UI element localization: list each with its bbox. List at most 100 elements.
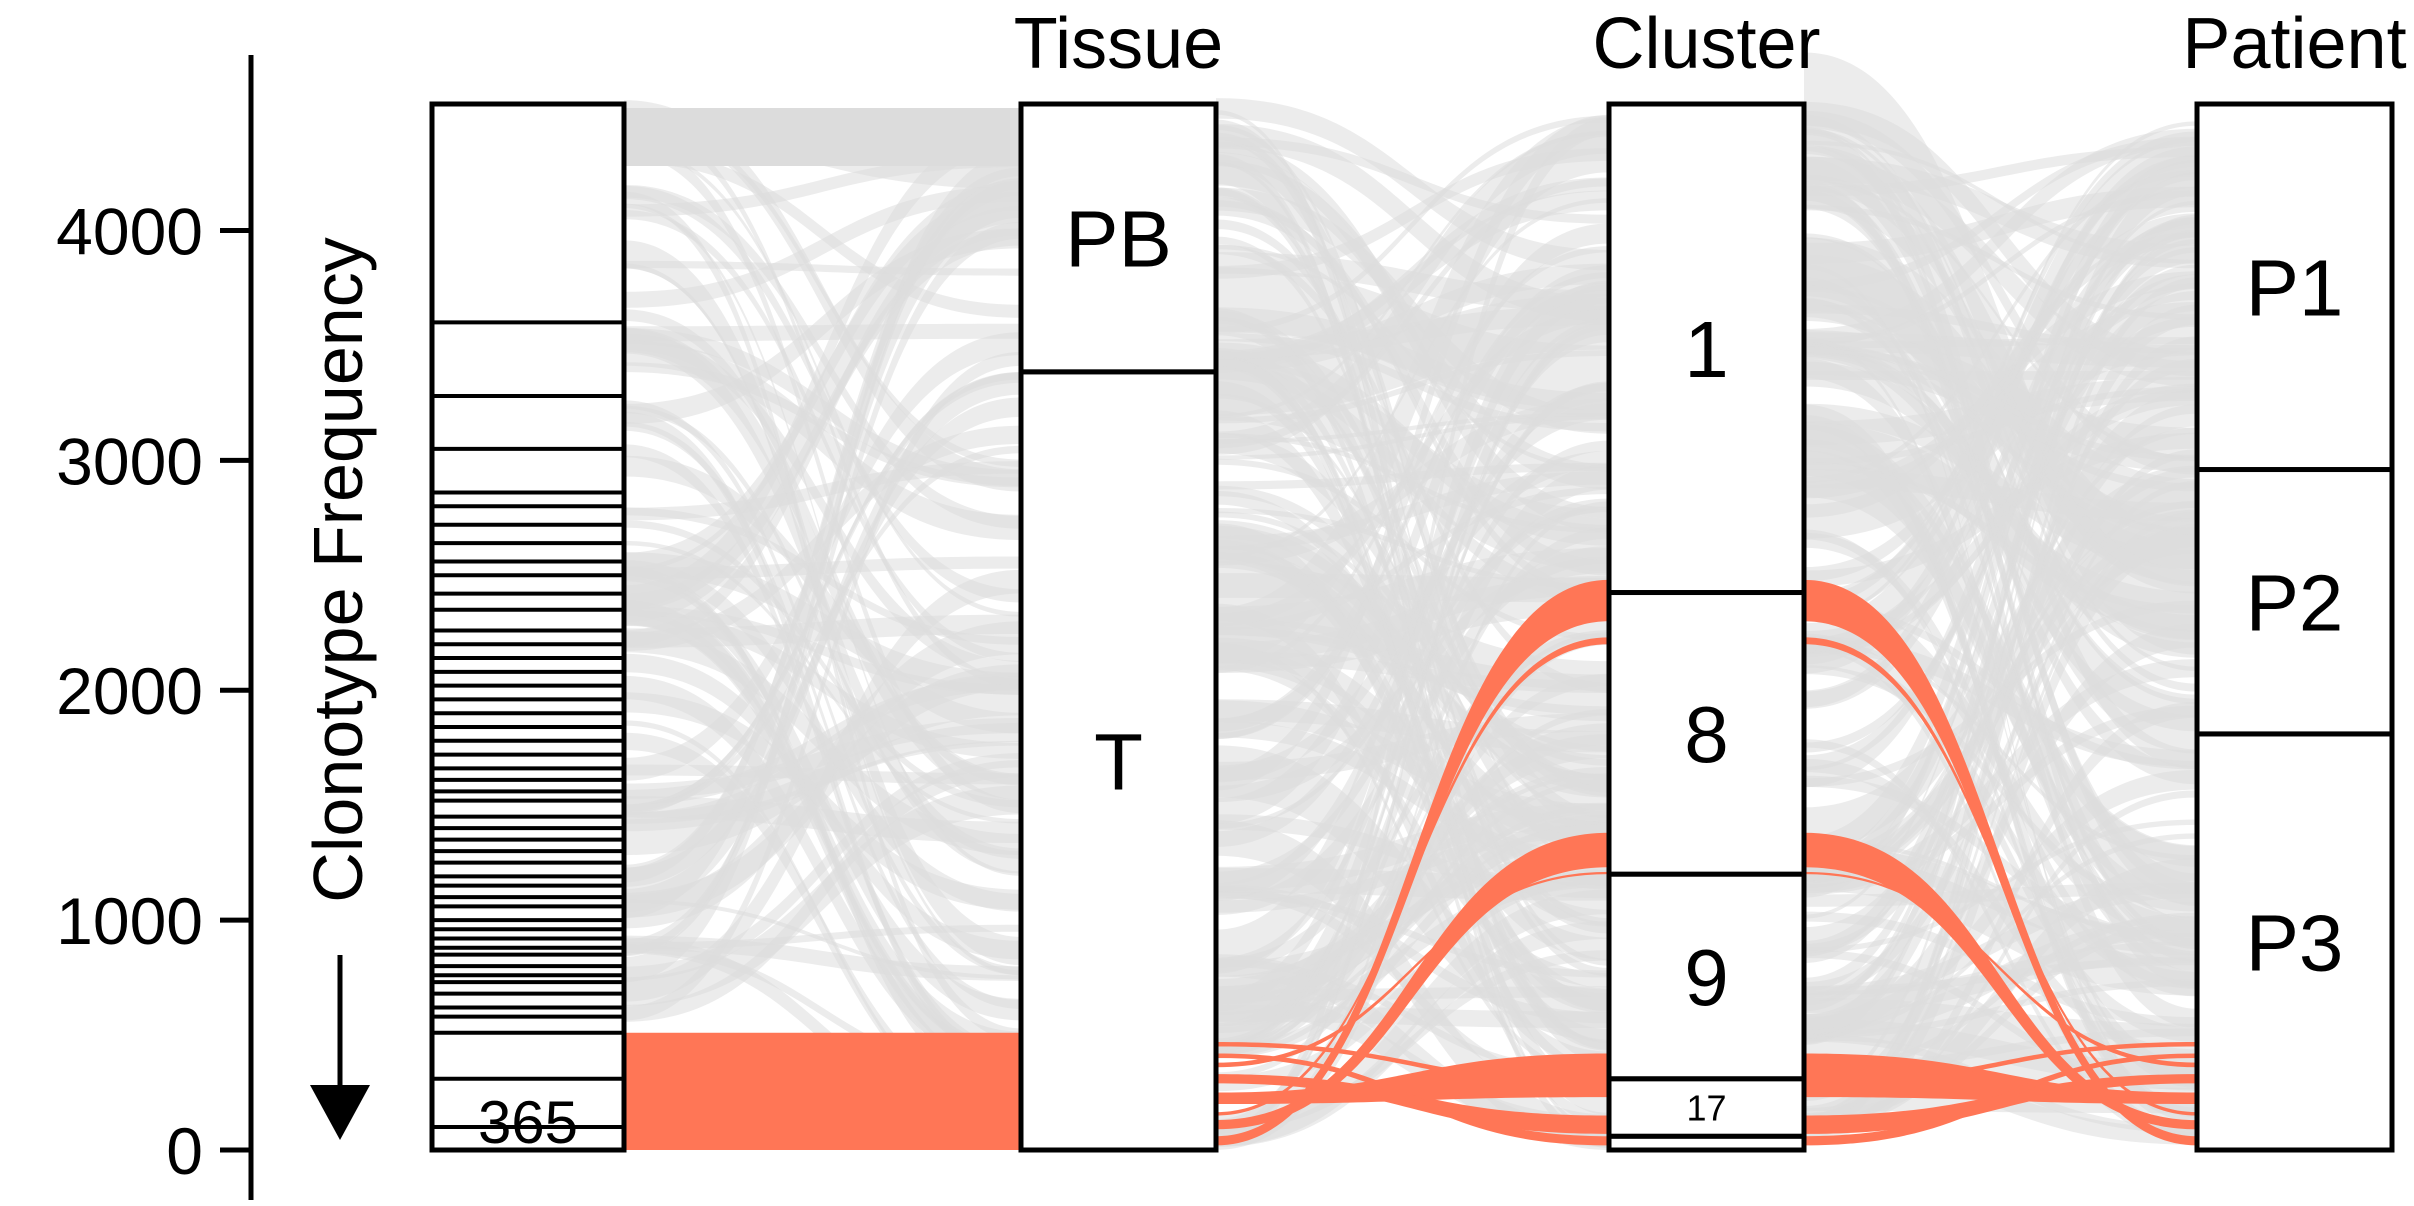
gray-flow-ribbon: [1216, 891, 1609, 978]
gray-flow-ribbon: [624, 206, 1021, 647]
highlight-flow-ribbon: [1804, 1074, 2197, 1134]
gray-flow-ribbon: [1804, 739, 2197, 1143]
gray-flow-ribbon: [1804, 665, 2197, 912]
gray-flow-ribbon: [1804, 979, 2197, 1039]
highlight-band: [624, 1032, 1021, 1150]
axis-title-cluster: Cluster: [1592, 4, 1820, 84]
stratum-cluster: [1606, 871, 1807, 1082]
gray-flow-ribbon: [624, 178, 1021, 883]
gray-flow-ribbon: [1216, 308, 1609, 627]
gray-flow-ribbon: [1216, 115, 1609, 334]
highlight-flow-ribbon: [1216, 1053, 1609, 1146]
gray-flow-ribbon: [624, 185, 1021, 308]
gray-flow-ribbon: [1216, 324, 1609, 1135]
gray-flow-ribbon: [1804, 532, 2197, 997]
gray-flow-ribbon: [624, 764, 1021, 785]
stratum-patient: [2194, 101, 2395, 473]
gray-flow-ribbon: [624, 400, 1021, 976]
gray-flow-ribbon: [1804, 336, 2197, 1134]
highlight-flows: [624, 579, 2197, 1150]
stratum-cluster: [1606, 590, 1807, 877]
gray-flow-ribbon: [624, 154, 1021, 217]
gray-flow-ribbon: [1804, 404, 2197, 1037]
gray-flow-ribbon: [1804, 140, 2197, 264]
gray-flow-ribbon: [1216, 603, 1609, 1069]
gray-flow-ribbon: [1804, 156, 2197, 387]
gray-flow-ribbon: [1216, 490, 1609, 887]
gray-flow-ribbon: [624, 924, 1021, 950]
gray-flow-ribbon: [1804, 604, 2197, 770]
gray-flow-ribbon: [624, 323, 1021, 342]
stratum-tissue: [1018, 369, 1219, 1153]
gray-flow-ribbon: [1216, 148, 1609, 279]
gray-flow-ribbon: [1804, 299, 2197, 785]
gray-flow-ribbon: [1804, 347, 2197, 535]
y-tick-label: 2000: [56, 654, 203, 728]
gray-flow-ribbon: [624, 520, 1021, 808]
gray-flow-ribbon: [624, 569, 1021, 1002]
highlight-flow-ribbon: [1216, 832, 1609, 1130]
gray-flow-ribbon: [1216, 954, 1609, 1147]
highlight-flow-ribbon: [1804, 832, 2197, 1130]
gray-flow-ribbon: [624, 145, 1021, 617]
gray-flow-ribbon: [1216, 410, 1609, 1012]
gray-flow-ribbon: [624, 100, 1021, 492]
gray-flow-ribbon: [624, 180, 1021, 622]
gray-flow-ribbon: [624, 149, 1021, 318]
y-tick-label: 0: [166, 1114, 203, 1188]
highlight-flow-ribbon: [1804, 1041, 2197, 1086]
gray-flow-ribbon: [1804, 833, 2197, 1035]
highlight-flow-ribbon: [1804, 579, 2197, 1146]
gray-flow-ribbon: [624, 760, 1021, 1022]
y-tick-label: 3000: [56, 424, 203, 498]
gray-flow-ribbon: [1804, 154, 2197, 862]
highlight-flow-ribbon: [1804, 1053, 2197, 1105]
gray-flow-ribbon: [1804, 957, 2197, 996]
stratum-label: P3: [2246, 899, 2344, 988]
y-axis-title: Clonotype Frequency: [299, 237, 377, 902]
gray-flow-ribbon: [1804, 705, 2197, 895]
gray-flow-ribbon: [624, 371, 1021, 912]
y-axis-title-group: Clonotype Frequency: [299, 237, 377, 1140]
gray-flow-ribbon: [1216, 889, 1609, 1147]
gray-flow-ribbon: [1804, 819, 2197, 954]
gray-flow-ribbon: [1804, 469, 2197, 522]
stratum-cluster: [1606, 101, 1807, 596]
gray-flow-ribbon: [1216, 161, 1609, 1116]
highlight-flow-ribbon: [1216, 871, 1609, 1068]
gray-flow-ribbon: [1216, 347, 1609, 787]
gray-flow-ribbon: [1216, 119, 1609, 1064]
gray-flow-ribbon: [624, 753, 1021, 981]
axis-title-tissue: Tissue: [1014, 4, 1223, 84]
gray-flow-ribbon: [1804, 346, 2197, 462]
gray-flow-ribbon: [624, 692, 1021, 910]
stratum-tissue: [1018, 101, 1219, 375]
gray-flow-ribbon: [1216, 412, 1609, 444]
gray-flow-ribbon: [624, 240, 1021, 966]
highlight-flow-ribbon: [1216, 1074, 1609, 1134]
gray-flow-ribbon: [1804, 358, 2197, 971]
gray-flow-ribbon: [1804, 136, 2197, 291]
highlight-flow-ribbon: [1216, 637, 1609, 1116]
y-axis: 0 1000 2000 3000 4000: [56, 55, 254, 1200]
gray-flow-ribbon: [1804, 290, 2197, 880]
gray-flow-ribbon: [1216, 294, 1609, 416]
gray-flow-ribbon: [1216, 124, 1609, 876]
gray-flow-ribbon: [1804, 790, 2197, 1130]
y-tick-label: 1000: [56, 884, 203, 958]
gray-flow-ribbon: [624, 732, 1021, 1120]
axis-clonotype: 365: [429, 101, 627, 1156]
gray-flow-ribbon: [1804, 527, 2197, 881]
gray-flow-ribbon: [624, 184, 1021, 529]
highlight-flow-ribbon: [1216, 1041, 1609, 1086]
gray-flow-ribbon: [1216, 223, 1609, 739]
gray-flow-ribbon: [624, 720, 1021, 1122]
highlight-flow-ribbon: [1804, 637, 2197, 1116]
gray-flow-ribbon: [624, 421, 1021, 1009]
gray-flow-ribbon: [1216, 872, 1609, 1027]
gray-flow-ribbon: [1216, 630, 1609, 972]
gray-flow-ribbon: [1216, 282, 1609, 732]
axis-tissue: Tissue T PB: [1014, 4, 1223, 1153]
gray-flow-ribbon: [1804, 190, 2197, 950]
